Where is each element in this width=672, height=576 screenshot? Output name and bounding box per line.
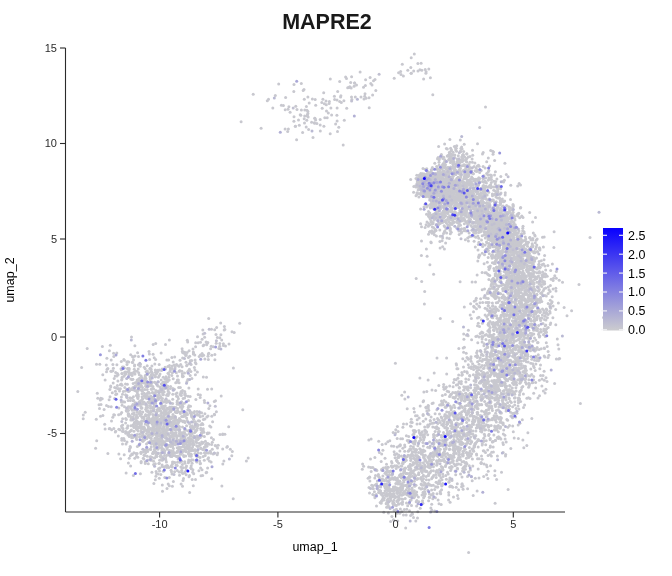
svg-text:1.0: 1.0 <box>628 285 645 299</box>
svg-text:0: 0 <box>51 331 57 343</box>
svg-text:0: 0 <box>393 518 399 530</box>
svg-text:2.0: 2.0 <box>628 248 645 262</box>
svg-text:-5: -5 <box>47 427 57 439</box>
svg-text:0.5: 0.5 <box>628 304 645 318</box>
svg-text:5: 5 <box>510 518 516 530</box>
svg-text:10: 10 <box>45 137 57 149</box>
svg-text:2.5: 2.5 <box>628 229 645 243</box>
svg-text:umap_1: umap_1 <box>292 540 337 554</box>
svg-text:0.0: 0.0 <box>628 323 645 337</box>
svg-text:5: 5 <box>51 233 57 245</box>
svg-text:15: 15 <box>45 42 57 54</box>
svg-text:umap_2: umap_2 <box>3 257 17 302</box>
svg-text:-10: -10 <box>152 518 168 530</box>
svg-text:-5: -5 <box>273 518 283 530</box>
svg-text:1.5: 1.5 <box>628 267 645 281</box>
